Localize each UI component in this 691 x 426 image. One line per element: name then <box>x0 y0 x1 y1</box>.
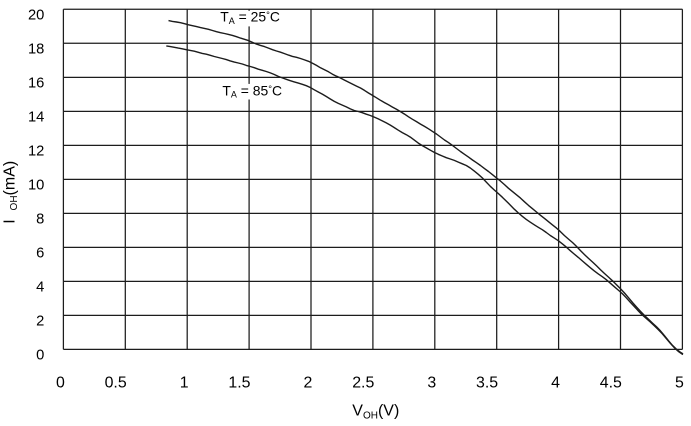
svg-text:4: 4 <box>551 375 560 392</box>
svg-text:12: 12 <box>28 143 44 159</box>
svg-text:3: 3 <box>427 375 436 392</box>
svg-text:6: 6 <box>36 245 44 261</box>
svg-text:TA = 25°C: TA = 25°C <box>220 9 280 26</box>
svg-text:4.5: 4.5 <box>600 375 622 392</box>
svg-text:4: 4 <box>36 279 44 295</box>
svg-text:8: 8 <box>36 211 44 227</box>
svg-text:10: 10 <box>28 177 44 193</box>
svg-text:20: 20 <box>28 7 44 23</box>
svg-text:0: 0 <box>36 347 44 363</box>
svg-text:1.5: 1.5 <box>228 375 250 392</box>
svg-text:2: 2 <box>36 313 44 329</box>
svg-text:0.5: 0.5 <box>105 375 127 392</box>
svg-text:14: 14 <box>28 109 44 125</box>
svg-text:I OH(mA): I OH(mA) <box>1 161 20 224</box>
svg-text:0: 0 <box>56 375 65 392</box>
svg-text:2.5: 2.5 <box>352 375 374 392</box>
svg-text:TA = 85°C: TA = 85°C <box>222 82 282 99</box>
svg-text:2: 2 <box>304 375 313 392</box>
svg-text:1: 1 <box>180 375 189 392</box>
svg-text:5: 5 <box>675 375 684 392</box>
svg-text:18: 18 <box>28 41 44 57</box>
svg-text:3.5: 3.5 <box>476 375 498 392</box>
svg-text:16: 16 <box>28 75 44 91</box>
